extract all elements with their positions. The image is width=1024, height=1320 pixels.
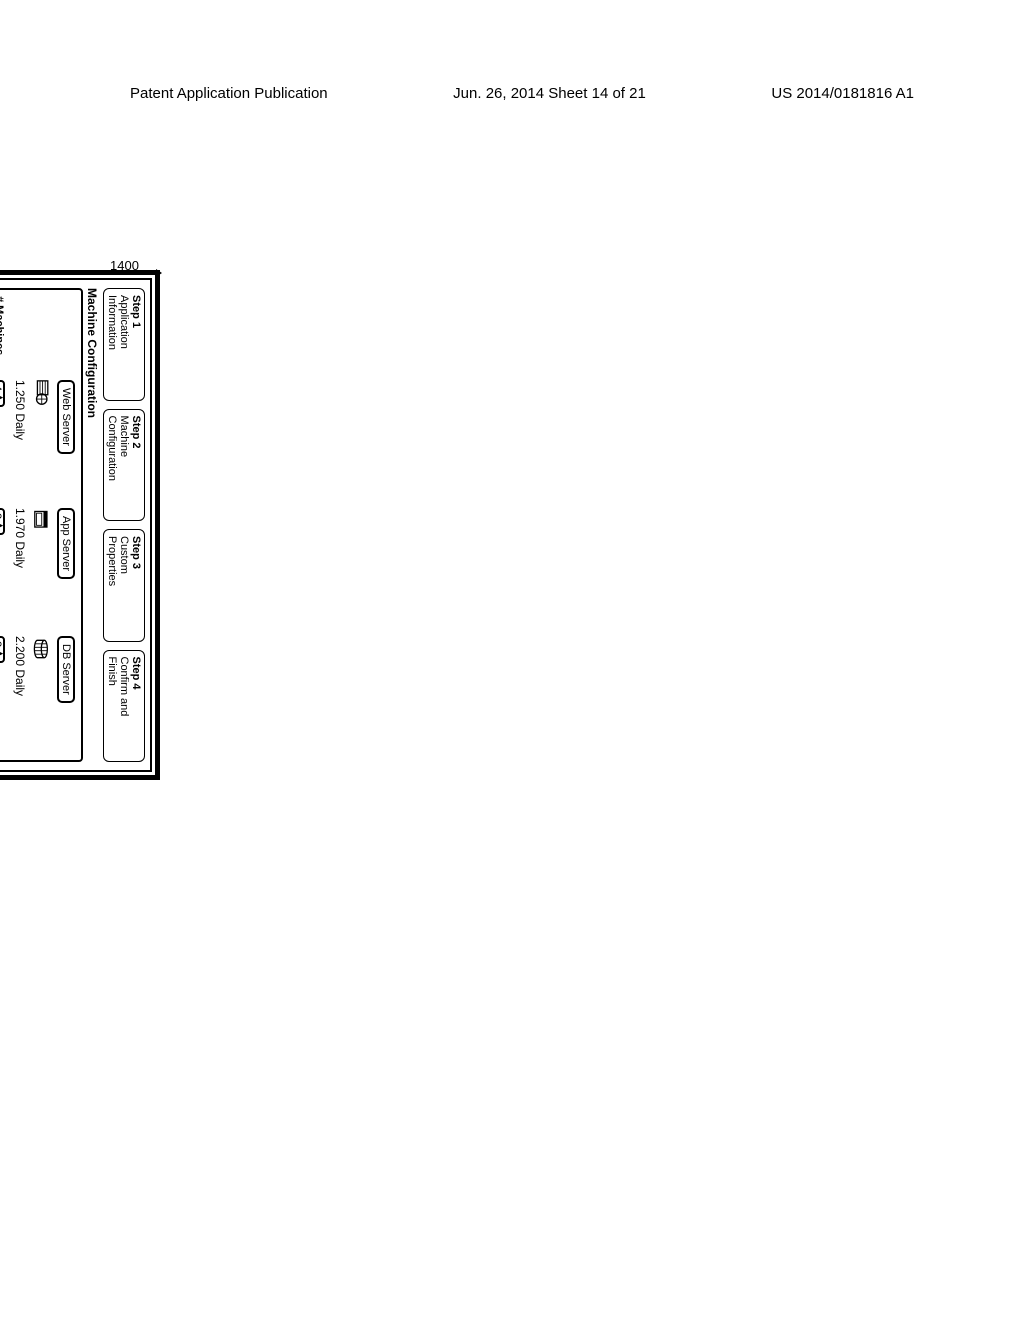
step-1-line2: Information xyxy=(106,295,118,350)
step-4-line1: Confirm and xyxy=(118,657,130,717)
dialog-inner: Step 1 Application Information Step 2 Ma… xyxy=(0,278,152,772)
header-left: Patent Application Publication xyxy=(130,85,328,102)
spinner-arrows-icon: ▲▼ xyxy=(0,649,4,658)
app-server-icon xyxy=(31,508,49,534)
step-1-line1: Application xyxy=(118,295,130,349)
header-right: US 2014/0181816 A1 xyxy=(771,85,914,102)
spinner-arrows-icon: ▲▼ xyxy=(0,521,4,530)
step-2-title: Step 2 xyxy=(130,416,142,449)
web-price: 1.250 Daily xyxy=(13,380,27,440)
app-price: 1.970 Daily xyxy=(13,508,27,568)
step-3[interactable]: Step 3 Custom Properties xyxy=(103,529,145,642)
step-3-title: Step 3 xyxy=(130,536,142,569)
web-server-label: Web Server xyxy=(57,380,75,454)
step-2-line1: Machine xyxy=(118,416,130,458)
web-machines-value: 4 xyxy=(0,385,3,391)
app-server-label: App Server xyxy=(57,508,75,579)
db-price: 2.200 Daily xyxy=(13,636,27,696)
db-machines-value: 2 xyxy=(0,641,3,647)
figure-area: 1400 Step 1 Application Information Step… xyxy=(160,270,880,780)
step-4[interactable]: Step 4 Confirm and Finish xyxy=(103,650,145,763)
config-panel: Web Server App Server DB Server xyxy=(0,288,83,762)
step-1[interactable]: Step 1 Application Information xyxy=(103,288,145,401)
section-title: Machine Configuration xyxy=(85,288,99,762)
rotated-figure: Step 1 Application Information Step 2 Ma… xyxy=(0,270,160,780)
db-machines-input[interactable]: 2 ▲▼ xyxy=(0,636,5,663)
step-3-line1: Custom xyxy=(118,536,130,574)
app-machines-value: 2 xyxy=(0,513,3,519)
header-center: Jun. 26, 2014 Sheet 14 of 21 xyxy=(453,85,646,102)
dialog-outer: Step 1 Application Information Step 2 Ma… xyxy=(0,270,160,780)
step-3-line2: Properties xyxy=(106,536,118,586)
step-4-line2: Finish xyxy=(106,657,118,686)
app-machines-input[interactable]: 2 ▲▼ xyxy=(0,508,5,535)
wizard-steps: Step 1 Application Information Step 2 Ma… xyxy=(103,288,145,762)
step-2-line2: Configuration xyxy=(106,416,118,481)
spinner-arrows-icon: ▲▼ xyxy=(0,393,4,402)
step-1-title: Step 1 xyxy=(130,295,142,328)
db-server-label: DB Server xyxy=(57,636,75,703)
machines-label: # Machines xyxy=(0,296,5,370)
web-server-icon xyxy=(31,380,49,406)
db-server-icon xyxy=(31,636,49,662)
step-4-title: Step 4 xyxy=(130,657,142,690)
page-header: Patent Application Publication Jun. 26, … xyxy=(0,85,1024,102)
web-machines-input[interactable]: 4 ▲▼ xyxy=(0,380,5,407)
step-2[interactable]: Step 2 Machine Configuration xyxy=(103,409,145,522)
